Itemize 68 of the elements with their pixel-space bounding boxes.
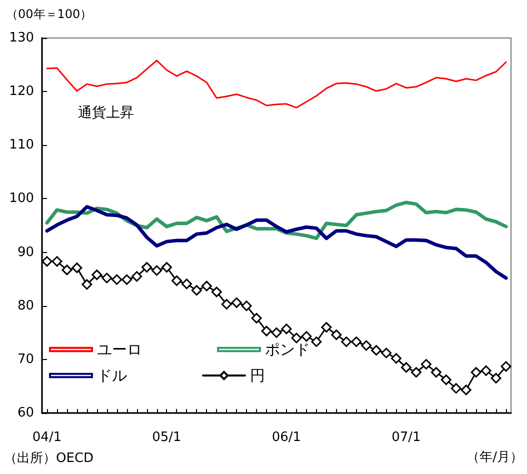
- point: [72, 262, 82, 274]
- point: [171, 275, 182, 286]
- point: [301, 331, 312, 342]
- point: [122, 274, 132, 285]
- x-tick-label: 05/1: [152, 430, 182, 445]
- point: [261, 326, 272, 336]
- point: [132, 271, 142, 282]
- point: [211, 286, 222, 298]
- annotation: 通貨上昇: [78, 105, 134, 121]
- point: [321, 322, 332, 333]
- point: [291, 332, 302, 344]
- y-axis-title: （00年＝100）: [6, 7, 92, 21]
- legend-label: ポンド: [265, 340, 310, 358]
- point: [390, 353, 402, 364]
- y-tick-label: 80: [17, 298, 34, 314]
- y-tick-label: 90: [17, 244, 34, 260]
- point: [152, 265, 162, 276]
- point: [52, 256, 62, 267]
- point: [102, 272, 112, 284]
- point: [201, 280, 212, 292]
- x-tick-label: 04/1: [32, 430, 62, 445]
- point: [92, 270, 102, 280]
- text: （出所）OECD: [4, 451, 94, 466]
- point: [221, 299, 232, 310]
- point: [361, 340, 372, 351]
- point: [341, 336, 352, 347]
- y-tick-label: 60: [17, 406, 34, 420]
- legend-label: ドル: [97, 366, 127, 384]
- point: [251, 312, 262, 324]
- point: [400, 362, 412, 373]
- point: [62, 264, 72, 276]
- y-tick-label: 70: [17, 352, 34, 367]
- point: [311, 336, 322, 347]
- line-series: [45, 205, 508, 280]
- point: [460, 384, 472, 396]
- point: [410, 367, 422, 378]
- point: [191, 285, 202, 296]
- point: [450, 383, 462, 394]
- point: [271, 327, 282, 338]
- legend-label: 円: [250, 366, 265, 384]
- point: [82, 279, 92, 290]
- point: [42, 256, 52, 267]
- point: [430, 367, 442, 378]
- point: [371, 345, 382, 356]
- point: [241, 300, 252, 312]
- point: [500, 361, 512, 372]
- point: [112, 274, 122, 285]
- y-tick-label: 110: [9, 138, 34, 153]
- point: [181, 278, 192, 290]
- point: [381, 348, 392, 358]
- point: [331, 330, 342, 340]
- point: [161, 262, 172, 273]
- point: [142, 262, 152, 273]
- point: [231, 297, 242, 308]
- legend-label: ユーロ: [97, 340, 142, 358]
- x-tick-label: 07/1: [392, 430, 421, 445]
- point: [480, 365, 492, 376]
- point: [470, 367, 482, 378]
- x-tick-label: 06/1: [272, 430, 302, 445]
- point: [281, 324, 292, 334]
- point: [351, 336, 362, 347]
- x-axis-title: （年/月）: [466, 450, 524, 465]
- y-tick-label: 130: [9, 30, 34, 46]
- point: [490, 372, 502, 384]
- point: [420, 359, 432, 370]
- y-tick-label: 100: [9, 191, 34, 206]
- point: [440, 374, 452, 386]
- y-tick-label: 120: [9, 84, 34, 100]
